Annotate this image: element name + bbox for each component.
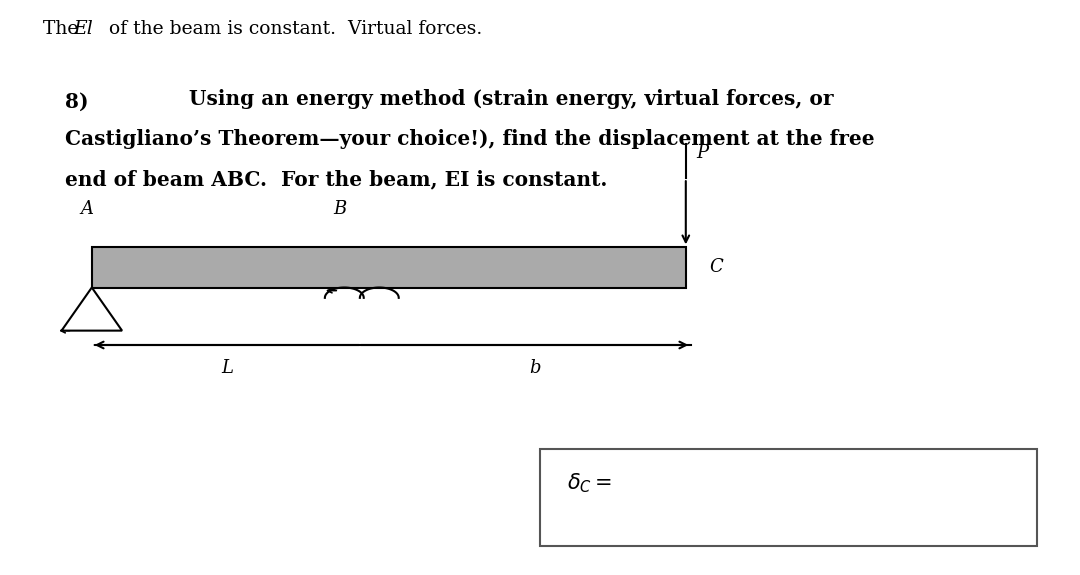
Polygon shape — [62, 288, 122, 331]
Text: The: The — [43, 20, 84, 38]
Text: A: A — [80, 201, 93, 218]
Text: Castigliano’s Theorem—your choice!), find the displacement at the free: Castigliano’s Theorem—your choice!), fin… — [65, 129, 875, 150]
Text: El: El — [73, 20, 93, 38]
Text: b: b — [529, 359, 540, 377]
Text: B: B — [334, 201, 347, 218]
Bar — [92, 247, 686, 288]
Text: $\delta_C =$: $\delta_C =$ — [567, 471, 612, 494]
Text: P: P — [697, 144, 708, 162]
Text: of the beam is constant.  Virtual forces.: of the beam is constant. Virtual forces. — [103, 20, 482, 38]
Text: 8): 8) — [65, 92, 89, 112]
Bar — [540, 448, 1037, 546]
Text: Using an energy method (strain energy, virtual forces, or: Using an energy method (strain energy, v… — [189, 89, 834, 109]
Text: end of beam ABC.  For the beam, EI is constant.: end of beam ABC. For the beam, EI is con… — [65, 170, 607, 190]
Text: L: L — [220, 359, 233, 377]
Text: C: C — [710, 258, 724, 277]
